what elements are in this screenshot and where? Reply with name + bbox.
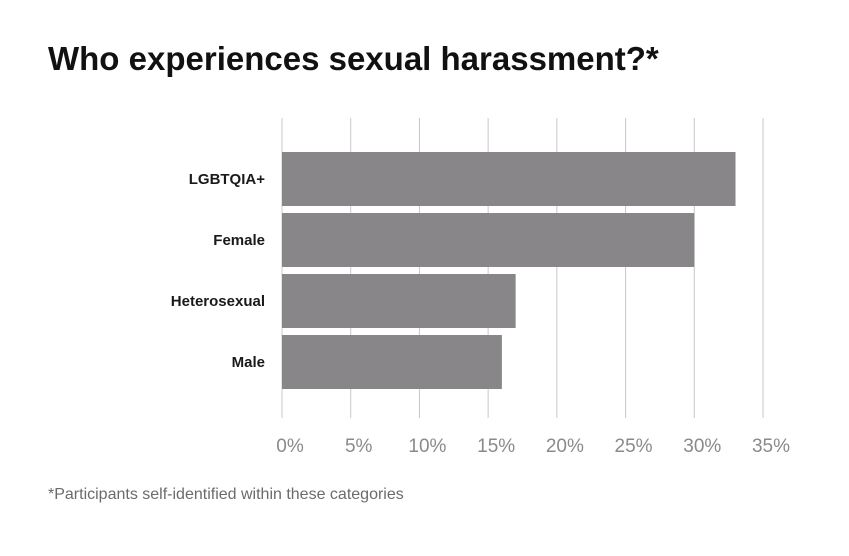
bar-heterosexual: [282, 274, 516, 328]
bar-female: [282, 213, 695, 267]
category-label: Female: [213, 232, 265, 249]
category-label: LGBTQIA+: [189, 171, 265, 188]
x-axis-ticks: 0% 5% 10% 15% 20% 25% 30% 35%: [276, 436, 790, 457]
bar-male: [282, 335, 502, 389]
bars: [282, 152, 736, 389]
x-tick-label: 15%: [477, 436, 515, 457]
x-tick-label: 5%: [345, 436, 373, 457]
x-tick-label: 20%: [546, 436, 584, 457]
x-tick-label: 25%: [615, 436, 653, 457]
category-label: Heterosexual: [171, 293, 265, 310]
x-tick-label: 30%: [683, 436, 721, 457]
x-tick-label: 0%: [276, 436, 304, 457]
bar-lgbtqia-: [282, 152, 736, 206]
chart-title: Who experiences sexual harassment?*: [48, 40, 659, 77]
x-tick-label: 10%: [408, 436, 446, 457]
category-labels: LGBTQIA+ Female Heterosexual Male: [171, 171, 265, 371]
category-label: Male: [232, 354, 265, 371]
footnote: *Participants self-identified within the…: [48, 486, 404, 503]
x-tick-label: 35%: [752, 436, 790, 457]
